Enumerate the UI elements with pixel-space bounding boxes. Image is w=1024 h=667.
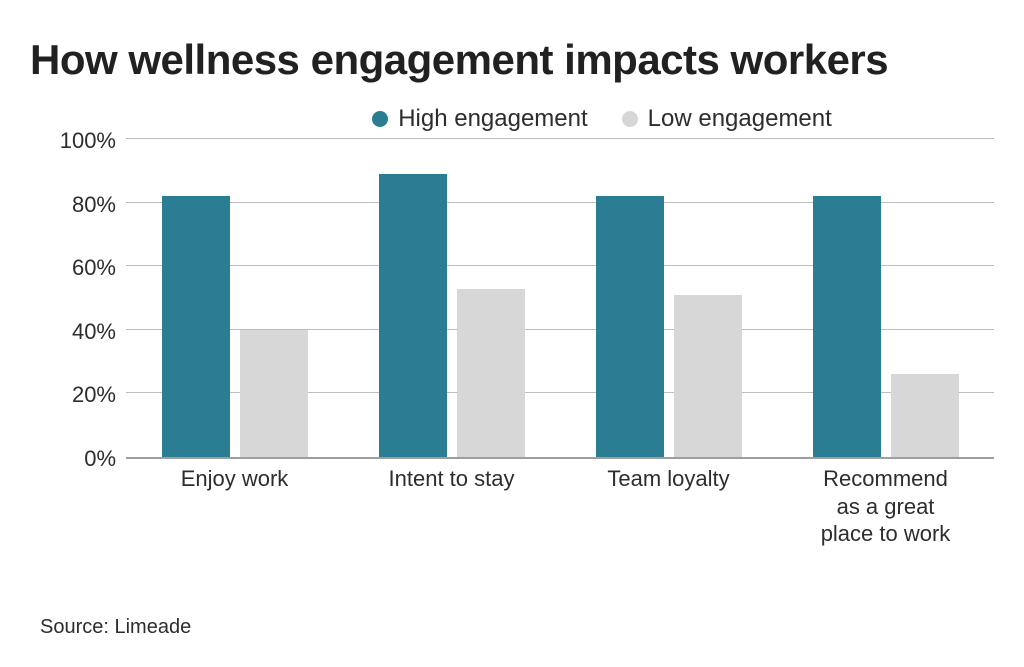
bar-high-2 <box>596 196 664 457</box>
legend-label-high: High engagement <box>398 105 587 133</box>
source-label: Source: Limeade <box>40 616 191 639</box>
y-tick-40: 40% <box>20 319 116 345</box>
bar-high-1 <box>379 174 447 457</box>
chart-frame: How wellness engagement impacts workers … <box>0 0 1024 667</box>
group-3 <box>777 141 994 457</box>
bar-high-3 <box>813 196 881 457</box>
legend-swatch-high <box>372 111 388 127</box>
plot-area <box>126 141 994 459</box>
legend-swatch-low <box>622 111 638 127</box>
legend-item-high: High engagement <box>372 105 587 133</box>
bar-low-3 <box>891 374 959 457</box>
y-tick-60: 60% <box>20 255 116 281</box>
y-axis: 100% 80% 60% 40% 20% 0% <box>30 141 126 459</box>
group-0 <box>126 141 343 457</box>
y-tick-100: 100% <box>20 128 116 154</box>
group-1 <box>343 141 560 457</box>
legend: High engagement Low engagement <box>30 105 994 133</box>
legend-label-low: Low engagement <box>648 105 832 133</box>
group-2 <box>560 141 777 457</box>
bar-low-1 <box>457 289 525 458</box>
x-label-1: Intent to stay <box>343 465 560 548</box>
y-tick-0: 0% <box>20 446 116 472</box>
bar-high-0 <box>162 196 230 457</box>
bar-low-0 <box>240 330 308 457</box>
chart-title: How wellness engagement impacts workers <box>30 36 994 83</box>
x-label-3: Recommendas a greatplace to work <box>777 465 994 548</box>
gridline-100 <box>126 138 994 139</box>
bar-low-2 <box>674 295 742 457</box>
y-tick-20: 20% <box>20 382 116 408</box>
y-tick-80: 80% <box>20 192 116 218</box>
bar-groups <box>126 141 994 457</box>
x-label-0: Enjoy work <box>126 465 343 548</box>
legend-item-low: Low engagement <box>622 105 832 133</box>
x-label-2: Team loyalty <box>560 465 777 548</box>
x-axis-labels: Enjoy work Intent to stay Team loyalty R… <box>126 465 994 548</box>
chart-area: 100% 80% 60% 40% 20% 0% <box>30 141 994 459</box>
